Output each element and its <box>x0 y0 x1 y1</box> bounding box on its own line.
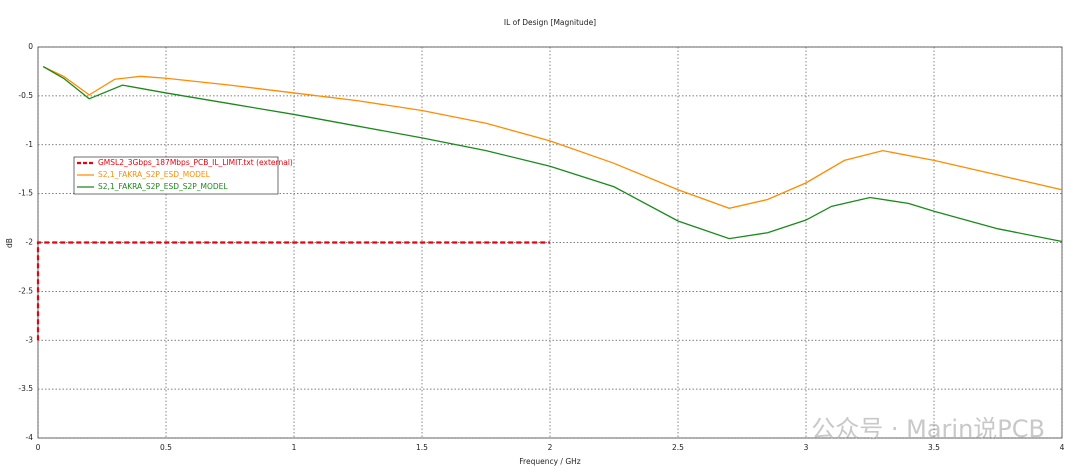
y-tick-label: -2 <box>26 238 34 247</box>
y-tick-label: -2.5 <box>18 286 33 295</box>
x-tick-label: 3.5 <box>928 443 940 452</box>
series-line <box>42 65 1063 209</box>
y-tick-label: 0 <box>28 42 33 51</box>
y-axis-label: dB <box>5 238 14 248</box>
x-tick-label: 1 <box>292 443 297 452</box>
x-axis-label: Frequency / GHz <box>519 457 580 466</box>
y-tick-label: -1 <box>26 140 34 149</box>
y-tick-label: -4 <box>26 433 34 442</box>
x-tick-label: 3 <box>804 443 809 452</box>
legend-box <box>73 156 279 195</box>
x-tick-label: 0 <box>36 443 41 452</box>
legend-label: S2,1_FAKRA_S2P_ESD_S2P_MODEL <box>98 182 228 191</box>
x-tick-label: 1.5 <box>416 443 428 452</box>
chart-title: IL of Design [Magnitude] <box>504 18 596 27</box>
y-tick-label: -0.5 <box>18 91 33 100</box>
x-tick-label: 2 <box>548 443 553 452</box>
y-tick-label: -3 <box>26 335 34 344</box>
legend-label: GMSL2_3Gbps_187Mbps_PCB_IL_LIMIT.txt (ex… <box>98 158 293 167</box>
y-tick-label: -1.5 <box>18 189 33 198</box>
x-tick-label: 4 <box>1060 443 1065 452</box>
x-tick-label: 0.5 <box>160 443 172 452</box>
series-line <box>42 65 1063 243</box>
series-line <box>36 241 550 341</box>
y-tick-label: -3.5 <box>18 384 33 393</box>
x-tick-label: 2.5 <box>672 443 684 452</box>
legend-label: S2,1_FAKRA_S2P_ESD_MODEL <box>98 170 211 179</box>
watermark: 公众号 · Marin说PCB <box>811 415 1045 443</box>
